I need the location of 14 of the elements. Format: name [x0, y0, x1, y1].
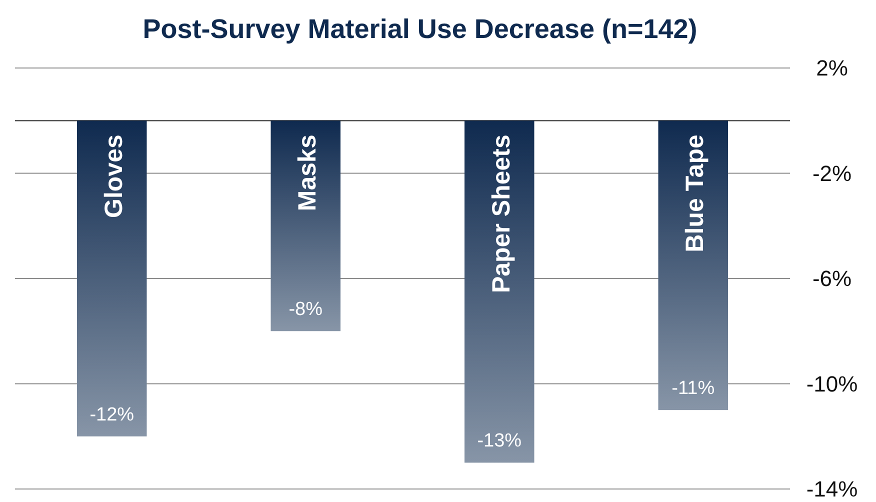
data-label: -11% [672, 378, 715, 400]
y-tick-label: -10% [806, 371, 858, 396]
chart-title: Post-Survey Material Use Decrease (n=142) [142, 14, 698, 44]
x-tick-label: Masks [294, 134, 322, 212]
data-label: -8% [288, 299, 323, 320]
y-tick-label: -2% [812, 160, 852, 186]
y-tick-label: -6% [812, 266, 852, 292]
y-tick-label: -14% [806, 476, 858, 502]
y-tick-label: 2% [816, 56, 848, 81]
data-label: -13% [477, 430, 522, 452]
x-tick-label: Paper Sheets [487, 134, 516, 294]
x-tick-label: Blue Tape [681, 134, 710, 252]
data-label: -12% [90, 404, 134, 426]
x-tick-label: Gloves [100, 134, 128, 218]
